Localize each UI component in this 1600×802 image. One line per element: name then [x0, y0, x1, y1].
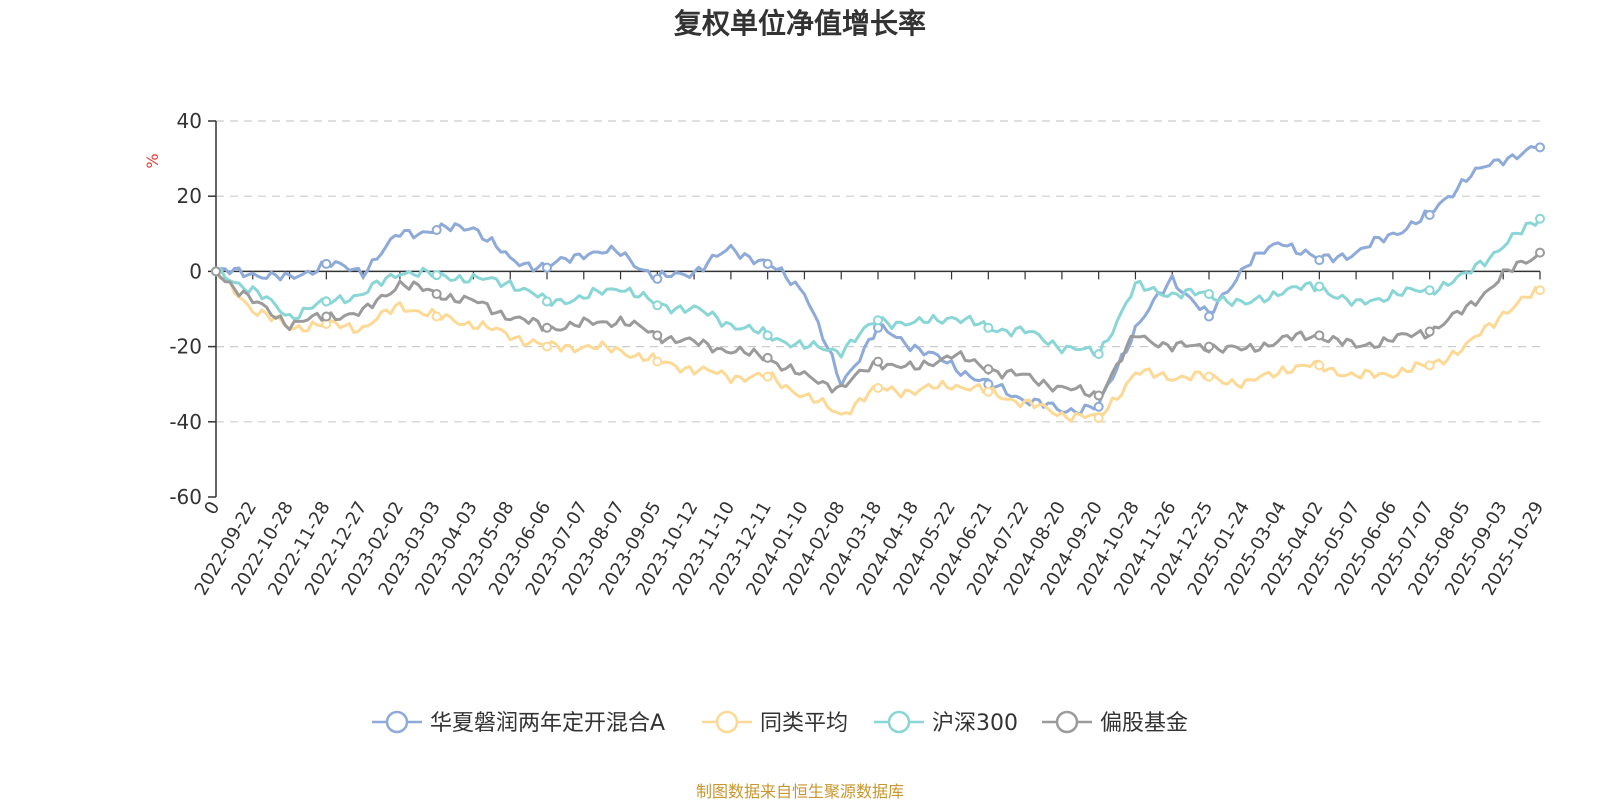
- data-point: [1535, 213, 1545, 224]
- data-point: [431, 270, 442, 281]
- data-point: [1535, 247, 1545, 258]
- data-point: [542, 296, 552, 307]
- data-point: [762, 371, 773, 382]
- data-point: [1314, 330, 1325, 341]
- data-point: [542, 322, 552, 333]
- data-point: [873, 356, 883, 367]
- legend-label: 偏股基金: [1100, 711, 1188, 736]
- data-point: [652, 330, 663, 341]
- y-tick-label: 20: [177, 184, 202, 208]
- legend-item[interactable]: 偏股基金: [1042, 710, 1188, 736]
- data-point: [431, 288, 442, 299]
- data-point: [1204, 371, 1214, 382]
- y-tick-label: 40: [177, 109, 202, 133]
- legend-marker-icon: [385, 710, 409, 734]
- data-point: [1314, 281, 1325, 292]
- y-tick-label: -20: [169, 335, 202, 359]
- grid-layer: [216, 120, 1540, 423]
- y-axis-unit: %: [143, 153, 162, 168]
- data-point: [1424, 326, 1435, 337]
- data-point: [321, 296, 332, 307]
- data-point: [873, 382, 883, 393]
- data-point: [1535, 142, 1545, 153]
- data-point: [542, 341, 552, 352]
- legend-item[interactable]: 华夏磐润两年定开混合A: [372, 710, 665, 736]
- data-point: [211, 266, 221, 277]
- data-point: [1424, 285, 1435, 296]
- data-point: [1093, 349, 1104, 360]
- data-point: [1093, 413, 1104, 424]
- data-point: [1424, 360, 1435, 371]
- data-point: [431, 225, 442, 236]
- series-line: [215, 145, 1541, 416]
- legend-label: 同类平均: [760, 711, 848, 736]
- data-point: [542, 262, 552, 273]
- data-point: [1314, 255, 1325, 266]
- data-point: [1204, 288, 1214, 299]
- legend: 华夏磐润两年定开混合A 同类平均 沪深300 偏股基金: [372, 710, 1188, 736]
- series-layer: [211, 142, 1545, 424]
- data-point: [321, 258, 332, 269]
- axis-layer: -60-40-2002040%02022-09-222022-10-282022…: [143, 109, 1548, 599]
- data-point: [1093, 401, 1104, 412]
- data-point: [983, 386, 994, 397]
- y-tick-label: -60: [169, 485, 202, 509]
- legend-label: 华夏磐润两年定开混合A: [430, 711, 665, 736]
- y-tick-label: -40: [169, 410, 202, 434]
- data-point: [983, 322, 994, 333]
- data-point: [762, 330, 773, 341]
- legend-label: 沪深300: [932, 711, 1018, 736]
- y-tick-label: 0: [189, 259, 202, 283]
- data-point: [652, 356, 663, 367]
- data-point: [1535, 285, 1545, 296]
- data-point: [762, 258, 773, 269]
- data-point: [762, 352, 773, 363]
- x-tick-label: 0: [200, 498, 224, 518]
- legend-item[interactable]: 沪深300: [874, 710, 1018, 736]
- data-point: [1093, 390, 1104, 401]
- data-point: [1204, 341, 1214, 352]
- legend-marker-icon: [715, 710, 739, 734]
- data-point: [983, 364, 994, 375]
- data-point: [652, 300, 663, 311]
- data-point: [1204, 311, 1214, 322]
- legend-item[interactable]: 同类平均: [702, 710, 848, 736]
- data-point: [652, 273, 663, 284]
- data-point: [431, 311, 442, 322]
- legend-marker-icon: [1055, 710, 1079, 734]
- chart-title: 复权单位净值增长率: [673, 7, 926, 40]
- data-point: [1424, 210, 1435, 220]
- series-line: [215, 217, 1542, 359]
- source-note: 制图数据来自恒生聚源数据库: [695, 782, 904, 801]
- data-point: [1314, 360, 1325, 371]
- data-point: [873, 315, 883, 326]
- legend-marker-icon: [887, 710, 911, 734]
- data-point: [321, 311, 332, 322]
